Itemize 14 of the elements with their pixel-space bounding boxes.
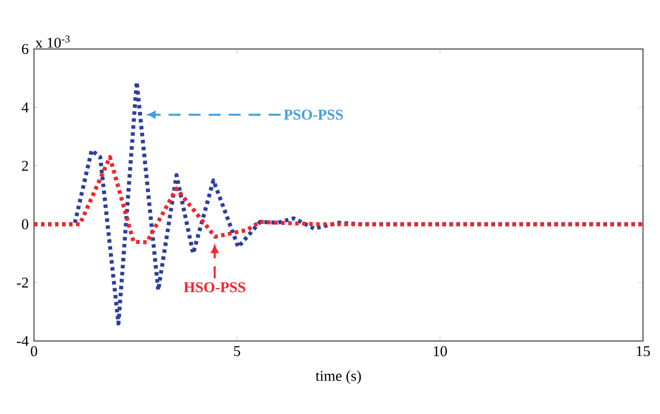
x-tick-label: 0 bbox=[30, 346, 38, 356]
x-tick-label: 5 bbox=[234, 346, 240, 356]
annotation: HSO-PSS bbox=[184, 282, 246, 292]
x-tick-label: 10 bbox=[434, 346, 447, 356]
annotation: PSO-PSS bbox=[284, 110, 343, 120]
y-tick-label: 4 bbox=[22, 102, 29, 112]
y-tick-label: 2 bbox=[22, 160, 28, 171]
y-tick-label: -4 bbox=[16, 336, 29, 346]
y-tick-label: -2 bbox=[16, 278, 28, 288]
y-tick-label: 6 bbox=[22, 44, 28, 54]
y-tick-label: 0 bbox=[22, 219, 28, 230]
x-tick-label: 15 bbox=[636, 346, 650, 356]
x-axis-title: time (s) bbox=[316, 370, 361, 384]
text: x 10$^{-3}$ bbox=[35, 36, 70, 48]
